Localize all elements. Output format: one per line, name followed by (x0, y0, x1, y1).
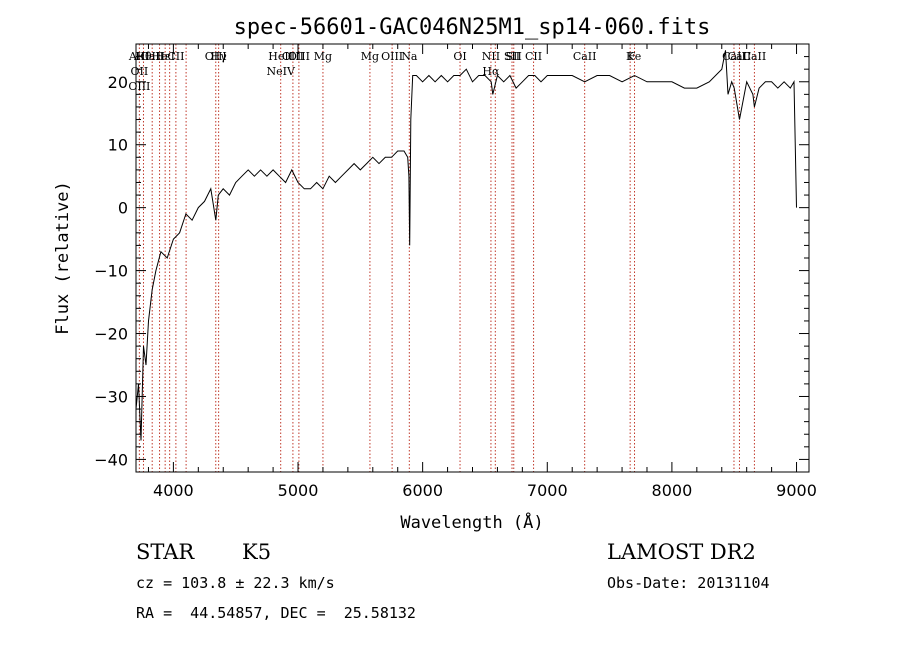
x-tick-label: 8000 (652, 481, 693, 500)
x-axis-label: Wavelength (Å) (400, 511, 543, 533)
line-marker-label: Mg (314, 50, 332, 63)
line-marker-label: Mg (361, 50, 379, 63)
line-marker-label: CII (167, 50, 184, 63)
x-tick-label: 4000 (153, 481, 194, 500)
y-tick-label: −10 (94, 262, 128, 281)
line-marker-label: NII (482, 50, 500, 63)
line-marker-label: K (626, 50, 635, 63)
y-tick-label: −40 (94, 450, 128, 469)
line-marker-label: NeIV (266, 65, 295, 78)
line-marker-label: SII (504, 50, 520, 63)
line-marker-label: He (152, 50, 168, 63)
line-marker-label: Hθ (135, 50, 152, 63)
emission-line-markers (138, 44, 755, 472)
object-class: STAR (136, 540, 195, 564)
y-tick-label: 0 (118, 199, 128, 218)
line-marker-label: CaII (743, 50, 767, 63)
line-marker-label: CaII (140, 50, 164, 63)
line-marker-label: HεI (155, 50, 175, 63)
line-marker-label: OII (131, 65, 149, 78)
x-tick-label: 6000 (402, 481, 443, 500)
line-marker-label: CaII (722, 50, 746, 63)
line-marker-label: OIII (205, 50, 227, 63)
line-marker-label: HeII (268, 50, 293, 63)
line-marker-label: OI (453, 50, 466, 63)
line-marker-label: OIII (128, 80, 150, 93)
plot-frame (135, 43, 810, 473)
line-marker-label: OIII (288, 50, 310, 63)
x-tick-label: 5000 (278, 481, 319, 500)
line-marker-label: Hα (482, 65, 500, 78)
y-tick-label: −20 (94, 325, 128, 344)
line-marker-label: CII (525, 50, 542, 63)
y-axis-ticks: −40 −30 −20 −10 0 10 20 (94, 56, 809, 469)
x-tick-label: 7000 (527, 481, 568, 500)
x-tick-label: 9000 (776, 481, 817, 500)
object-subclass: K5 (242, 540, 272, 564)
redshift-velocity: cz = 103.8 ± 22.3 km/s (136, 574, 335, 592)
survey-name: LAMOST DR2 (607, 540, 756, 564)
y-tick-label: 10 (108, 136, 128, 155)
spectrum-series-line (135, 50, 797, 441)
observation-date: Obs-Date: 20131104 (607, 574, 770, 592)
line-marker-label: CaII (573, 50, 597, 63)
x-axis-ticks: 4000 5000 6000 7000 8000 9000 (147, 44, 817, 500)
y-tick-label: 20 (108, 73, 128, 92)
line-marker-label: Na (401, 50, 418, 63)
y-axis-label: Flux (relative) (53, 181, 73, 335)
y-tick-label: −30 (94, 387, 128, 406)
line-marker-label: SII (506, 50, 522, 63)
line-marker-label: CaII (728, 50, 752, 63)
line-marker-label: OIII (381, 50, 403, 63)
line-marker-label: Hγ (211, 50, 228, 63)
chart-title: spec-56601-GAC046N25M1_sp14-060.fits (234, 15, 711, 40)
line-marker-label: Fe (628, 50, 642, 63)
sky-coordinates: RA = 44.54857, DEC = 25.58132 (136, 604, 416, 622)
